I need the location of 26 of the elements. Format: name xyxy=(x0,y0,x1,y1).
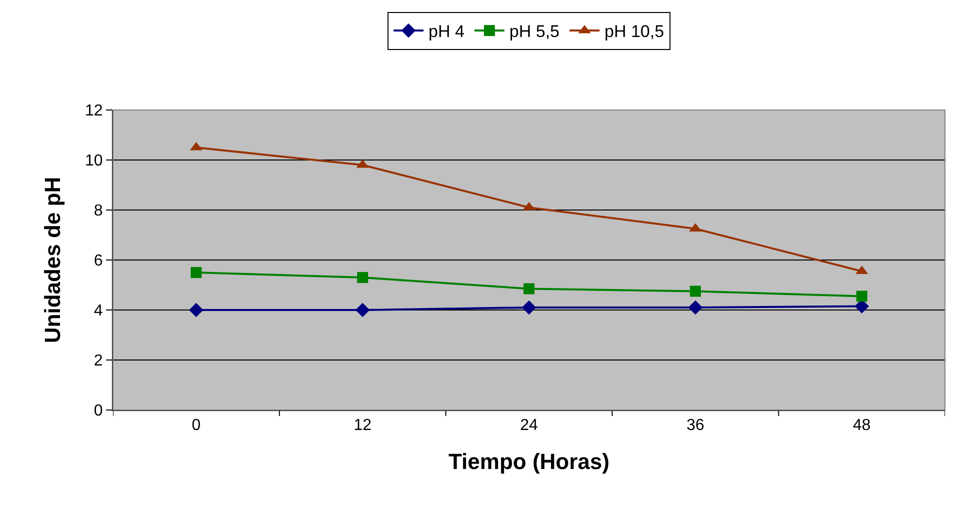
y-tick-label: 12 xyxy=(85,102,103,120)
point xyxy=(522,300,536,315)
x-tick-label: 36 xyxy=(686,417,704,434)
y-tick-label: 0 xyxy=(94,402,103,420)
y-axis-title: Unidades de pH xyxy=(40,176,65,344)
point xyxy=(357,272,368,283)
y-tick-label: 4 xyxy=(94,302,103,320)
point xyxy=(856,290,868,302)
x-tick-label: 24 xyxy=(520,417,538,434)
legend-label: pH 4 xyxy=(428,22,464,42)
y-tick-label: 10 xyxy=(85,152,103,170)
x-tick-label: 12 xyxy=(354,417,372,434)
point xyxy=(190,267,202,278)
point xyxy=(355,302,370,318)
legend-label: pH 10,5 xyxy=(604,22,664,42)
point xyxy=(189,302,204,318)
point xyxy=(690,286,701,297)
y-tick-label: 6 xyxy=(94,252,103,270)
y-tick-label: 8 xyxy=(94,202,103,220)
x-tick-label: 0 xyxy=(192,417,201,434)
point xyxy=(688,300,703,315)
point xyxy=(524,283,534,294)
x-tick-label: 48 xyxy=(852,417,871,434)
x-axis-title: Tiempo (Horas) xyxy=(448,449,610,474)
legend-label: pH 5,5 xyxy=(509,22,560,42)
y-tick-label: 2 xyxy=(94,352,103,370)
